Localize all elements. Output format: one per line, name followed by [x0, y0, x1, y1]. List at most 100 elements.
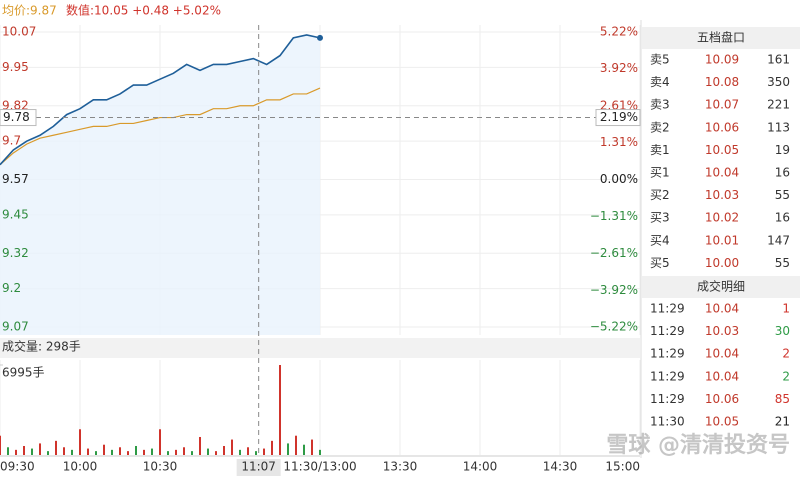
volume-bar — [303, 444, 305, 455]
volume-bar — [119, 447, 121, 455]
order-volume: 221 — [767, 98, 790, 112]
x-tick-label: 10:30 — [143, 460, 178, 474]
volume-bar — [319, 449, 321, 455]
volume-bar — [223, 445, 225, 455]
y2-tick-label: −2.61% — [590, 246, 638, 260]
order-book-header-band — [642, 27, 800, 49]
volume-bar — [255, 451, 257, 455]
volume-bar — [0, 435, 1, 455]
order-price: 10.04 — [705, 166, 739, 180]
trade-price: 10.04 — [705, 347, 739, 361]
y2-tick-label: 3.92% — [600, 61, 638, 75]
price-line — [0, 34, 321, 166]
x-tick-label: 14:30 — [543, 460, 578, 474]
volume-y-label: 6995手 — [2, 366, 45, 380]
volume-bar — [31, 448, 33, 455]
order-price: 10.09 — [705, 53, 739, 67]
order-volume: 161 — [767, 53, 790, 67]
trade-price: 10.06 — [705, 392, 739, 406]
volume-bar — [143, 449, 145, 455]
volume-title: 成交量: 298手 — [2, 339, 81, 354]
trade-volume: 2 — [782, 369, 790, 383]
volume-bar — [239, 449, 241, 455]
x-tick-label: 11:30/13:00 — [283, 460, 356, 474]
trade-volume: 21 — [775, 415, 790, 429]
trade-price: 10.04 — [705, 369, 739, 383]
y2-tick-label: 5.22% — [600, 25, 638, 39]
trade-time: 11:30 — [650, 415, 685, 429]
volume-bar — [87, 448, 89, 455]
y2-tick-label: −5.22% — [590, 320, 638, 334]
volume-bar — [127, 451, 129, 455]
trade-volume: 30 — [775, 324, 790, 338]
volume-bar — [79, 429, 81, 455]
trade-volume: 1 — [782, 302, 790, 316]
volume-bar — [135, 445, 137, 455]
y2-tick-label: 1.31% — [600, 135, 638, 149]
volume-bar — [103, 444, 105, 455]
order-volume: 16 — [775, 211, 790, 225]
volume-bar — [23, 445, 25, 455]
y-tick-label: 9.57 — [2, 172, 29, 186]
volume-bar — [47, 451, 49, 455]
trade-time: 11:29 — [650, 324, 685, 338]
volume-bar — [279, 365, 281, 455]
volume-bar — [95, 451, 97, 455]
y2-tick-label: 2.61% — [600, 98, 638, 112]
volume-bar — [159, 429, 161, 455]
volume-bar — [7, 447, 9, 455]
volume-bar — [55, 440, 57, 455]
x-tick-label: 15:00 — [605, 460, 640, 474]
volume-bar — [175, 449, 177, 455]
order-price: 10.03 — [705, 188, 739, 202]
crosshair-y-box — [0, 109, 37, 127]
order-book-title: 五档盘口 — [697, 30, 745, 45]
crosshair-y2-label: 2.19% — [600, 110, 638, 124]
y2-tick-label: −1.31% — [590, 209, 638, 223]
volume-bar — [191, 451, 193, 455]
volume-bar — [183, 447, 185, 455]
order-label: 买4 — [650, 233, 670, 247]
order-volume: 19 — [775, 143, 790, 157]
avg-line — [0, 87, 321, 166]
last-price-dot — [317, 34, 323, 41]
price-area — [0, 34, 320, 335]
volume-bar — [263, 448, 265, 455]
order-price: 10.06 — [705, 120, 739, 134]
trade-price: 10.03 — [705, 324, 739, 338]
volume-bar — [15, 449, 17, 455]
x-tick-label: 09:30 — [0, 460, 35, 474]
order-price: 10.08 — [705, 75, 739, 89]
x-tick-label: 14:00 — [463, 460, 498, 474]
volume-bar — [295, 435, 297, 455]
order-label: 卖1 — [650, 143, 670, 157]
watermark: 雪球 @清清投资号 — [606, 432, 790, 458]
order-label: 卖3 — [650, 98, 670, 112]
y-tick-label: 9.32 — [2, 246, 29, 260]
trade-price: 10.05 — [705, 415, 739, 429]
trades-header-band — [642, 276, 800, 298]
y-tick-label: 10.07 — [2, 25, 36, 39]
volume-bar — [151, 448, 153, 455]
trade-time: 11:29 — [650, 392, 685, 406]
trades-title: 成交明细 — [697, 279, 745, 294]
crosshair-x-label: 11:07 — [241, 460, 276, 474]
trade-volume: 2 — [782, 347, 790, 361]
crosshair-y-label: 9.78 — [3, 110, 30, 124]
x-tick-label: 10:00 — [63, 460, 98, 474]
volume-bar — [311, 439, 313, 455]
volume-bar — [167, 451, 169, 455]
volume-bar — [207, 448, 209, 455]
y-tick-label: 9.45 — [2, 207, 29, 221]
trade-price: 10.04 — [705, 302, 739, 316]
order-price: 10.05 — [705, 143, 739, 157]
quote-label: 数值:10.05 +0.48 +5.02% — [66, 3, 221, 18]
avg-label: 均价:9.87 — [2, 4, 57, 18]
order-price: 10.00 — [705, 256, 739, 270]
order-label: 买3 — [650, 211, 670, 225]
volume-bar — [71, 449, 73, 455]
volume-bar — [287, 443, 289, 455]
volume-bar — [231, 439, 233, 455]
volume-bar — [247, 447, 249, 455]
